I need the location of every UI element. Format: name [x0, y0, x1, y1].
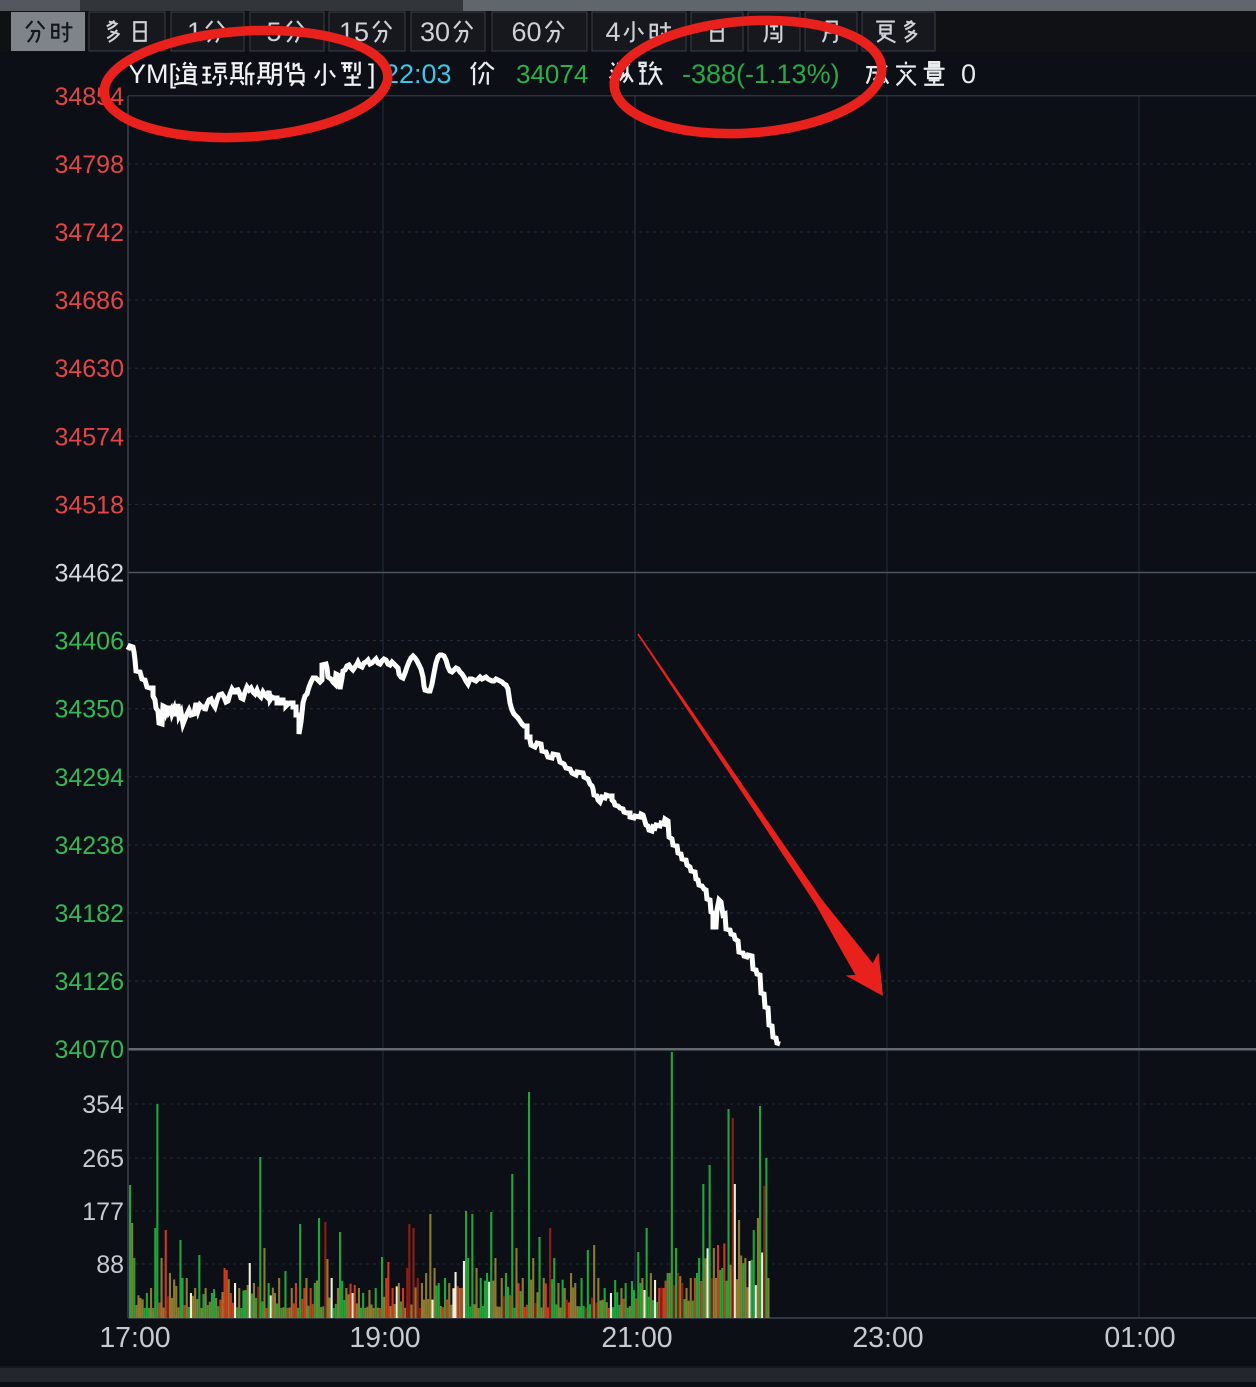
- svg-text:34630: 34630: [54, 355, 124, 383]
- svg-text:19:00: 19:00: [349, 1322, 420, 1354]
- svg-text:177: 177: [82, 1198, 124, 1226]
- svg-text:4: 4: [605, 17, 620, 47]
- svg-text:21:00: 21:00: [601, 1322, 672, 1354]
- svg-text:34294: 34294: [54, 764, 124, 792]
- svg-text:34350: 34350: [54, 696, 124, 724]
- svg-text:34238: 34238: [54, 832, 124, 860]
- svg-text:30: 30: [420, 17, 450, 47]
- svg-text:88: 88: [96, 1251, 124, 1279]
- svg-text:]: ]: [368, 59, 376, 89]
- svg-text:265: 265: [82, 1145, 124, 1173]
- svg-text:-388(-1.13%): -388(-1.13%): [682, 59, 840, 89]
- svg-text:34798: 34798: [54, 151, 124, 179]
- svg-text:34074: 34074: [516, 59, 588, 89]
- svg-text:60: 60: [511, 17, 541, 47]
- svg-text:23:00: 23:00: [852, 1322, 923, 1354]
- svg-text:17:00: 17:00: [99, 1322, 170, 1354]
- svg-text:34406: 34406: [54, 628, 124, 656]
- svg-text:YM[: YM[: [128, 59, 177, 89]
- svg-text:01:00: 01:00: [1104, 1322, 1175, 1354]
- svg-text:34574: 34574: [54, 423, 124, 451]
- svg-text:34742: 34742: [54, 219, 124, 247]
- svg-text:34126: 34126: [54, 968, 124, 996]
- svg-text:354: 354: [82, 1091, 124, 1119]
- svg-text:34686: 34686: [54, 287, 124, 315]
- svg-text:0: 0: [961, 59, 976, 89]
- svg-text:34462: 34462: [54, 560, 124, 588]
- svg-text:22:03: 22:03: [384, 59, 452, 89]
- svg-text:34182: 34182: [54, 900, 124, 928]
- svg-text:34070: 34070: [54, 1036, 124, 1064]
- svg-text:34518: 34518: [54, 491, 124, 519]
